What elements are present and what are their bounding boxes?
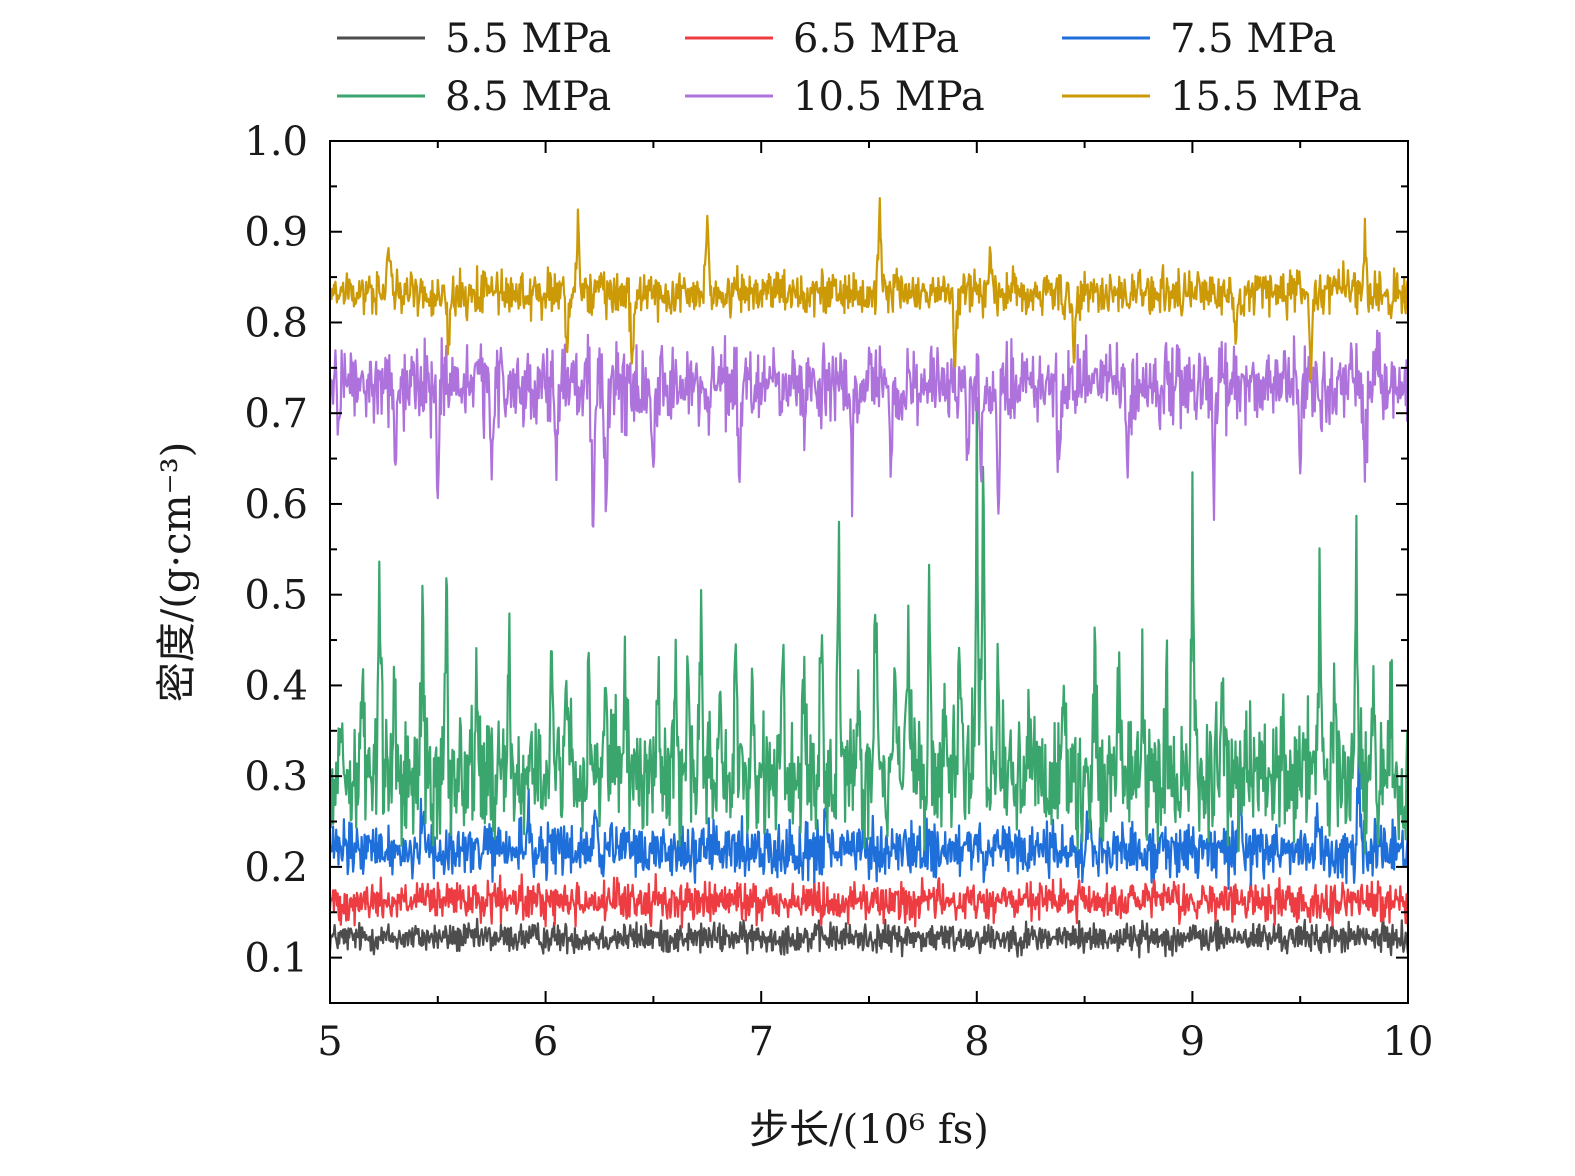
y-tick-label: 0.5 [244, 573, 308, 619]
y-tick-label: 0.4 [244, 663, 308, 709]
y-tick-label: 1.0 [244, 119, 308, 165]
x-tick-label: 10 [1383, 1019, 1434, 1065]
x-tick-label: 5 [317, 1019, 342, 1065]
y-axis-title: 密度/(g·cm⁻³) [154, 442, 200, 703]
x-tick-label: 9 [1180, 1019, 1205, 1065]
x-tick-label: 8 [964, 1019, 989, 1065]
y-tick-label: 0.6 [244, 482, 308, 528]
y-tick-label: 0.7 [244, 391, 308, 437]
legend-label: 5.5 MPa [445, 16, 611, 62]
x-tick-label: 7 [748, 1019, 773, 1065]
series-line [330, 872, 1408, 929]
series-line [330, 197, 1408, 381]
series-line [330, 396, 1408, 855]
legend-label: 8.5 MPa [445, 74, 611, 120]
y-tick-label: 0.8 [244, 300, 308, 346]
y-tick-label: 0.9 [244, 210, 308, 256]
legend-label: 6.5 MPa [793, 16, 959, 62]
series-layer [330, 197, 1408, 959]
ticks-layer: 5 6 7 8 9 10 0.1 0.2 0.3 0.4 0.5 0.6 0.7 0.8 0.9 1.0 [244, 119, 1433, 1065]
y-tick-label: 0.2 [244, 845, 308, 891]
x-tick-label: 6 [533, 1019, 558, 1065]
y-tick-label: 0.1 [244, 936, 308, 982]
legend-label: 10.5 MPa [793, 74, 985, 120]
series-line [330, 917, 1408, 959]
x-axis-title: 步长/(10⁶ fs) [749, 1107, 989, 1153]
legend: 5.5 MPa 6.5 MPa 7.5 MPa 8.5 MPa 10.5 MPa 15.5… [337, 16, 1362, 120]
series-line [330, 329, 1408, 528]
y-tick-label: 0.3 [244, 754, 308, 800]
series-line [330, 744, 1408, 891]
legend-label: 15.5 MPa [1170, 74, 1362, 120]
legend-label: 7.5 MPa [1170, 16, 1336, 62]
